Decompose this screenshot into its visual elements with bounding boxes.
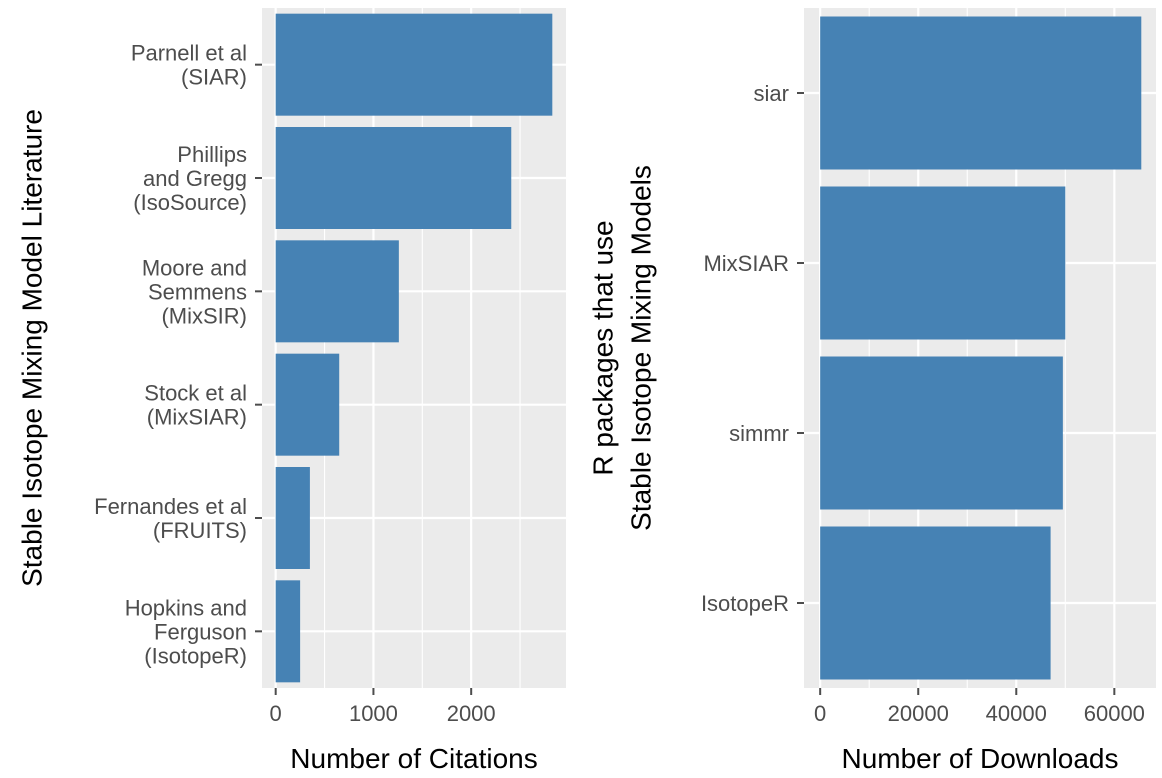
x-axis-title: Number of Citations [290, 743, 537, 774]
bar [275, 240, 399, 343]
y-tick-label-line: (IsotopeR) [144, 643, 247, 668]
x-tick-label: 60000 [1084, 701, 1145, 726]
y-tick-label-line: (SIAR) [181, 65, 247, 90]
bar [275, 580, 301, 683]
y-tick-label-line: and Gregg [143, 166, 247, 191]
y-tick-label: MixSIAR [703, 251, 789, 276]
y-axis-title: R packages that use [588, 220, 619, 475]
y-tick-label-line: Fernandes et al [94, 494, 247, 519]
y-tick-label-line: (IsoSource) [133, 190, 247, 215]
y-tick-label-line: Parnell et al [131, 41, 247, 66]
bar [275, 353, 340, 456]
y-tick-label-line: (FRUITS) [153, 518, 247, 543]
y-tick-label: siar [754, 81, 789, 106]
bar [275, 13, 553, 116]
y-tick-label-line: siar [754, 81, 789, 106]
y-tick-label: Hopkins and Ferguson (IsotopeR) [125, 595, 247, 668]
y-tick-label: Stock et al (MixSIAR) [144, 381, 247, 430]
y-tick-label-line: (MixSIAR) [147, 405, 247, 430]
bar [820, 356, 1063, 510]
y-tick-label: IsotopeR [701, 591, 789, 616]
citations-panel: Hopkins and Ferguson (IsotopeR) Fernandes e… [17, 8, 566, 774]
y-tick-label-line: MixSIAR [703, 251, 789, 276]
y-tick-label-line: Stock et al [144, 381, 247, 406]
downloads-panel: IsotopeR simmr MixSIAR siar 0 20000 40000 60000… [588, 8, 1156, 774]
y-tick-label: Parnell et al (SIAR) [131, 41, 247, 90]
x-tick-label: 40000 [986, 701, 1047, 726]
y-tick-label-line: Ferguson [154, 619, 247, 644]
bar [275, 127, 512, 229]
y-tick-label-line: Hopkins and [125, 595, 247, 620]
y-axis-title: Stable Isotope Mixing Models [626, 165, 657, 531]
bar [820, 526, 1051, 680]
x-axis-title: Number of Downloads [841, 743, 1118, 774]
x-tick-label: 2000 [447, 701, 496, 726]
panel-background [262, 8, 566, 688]
y-tick-label: Phillips and Gregg (IsoSource) [133, 142, 247, 215]
y-tick-label-line: (MixSIR) [161, 303, 247, 328]
x-tick-label: 1000 [349, 701, 398, 726]
y-tick-label: simmr [729, 421, 789, 446]
y-tick-label-line: Moore and [142, 255, 247, 280]
bar [820, 186, 1066, 340]
x-tick-label: 0 [814, 701, 826, 726]
bar [275, 467, 310, 569]
y-tick-label: Moore and Semmens (MixSIR) [142, 255, 247, 328]
bar [820, 16, 1142, 170]
y-tick-label-line: Semmens [148, 279, 247, 304]
y-tick-label-line: IsotopeR [701, 591, 789, 616]
y-tick-label-line: simmr [729, 421, 789, 446]
x-tick-label: 0 [270, 701, 282, 726]
y-tick-label-line: Phillips [177, 142, 247, 167]
y-axis-title: Stable Isotope Mixing Model Literature [17, 109, 48, 587]
y-tick-label: Fernandes et al (FRUITS) [94, 494, 247, 543]
x-tick-label: 20000 [888, 701, 949, 726]
